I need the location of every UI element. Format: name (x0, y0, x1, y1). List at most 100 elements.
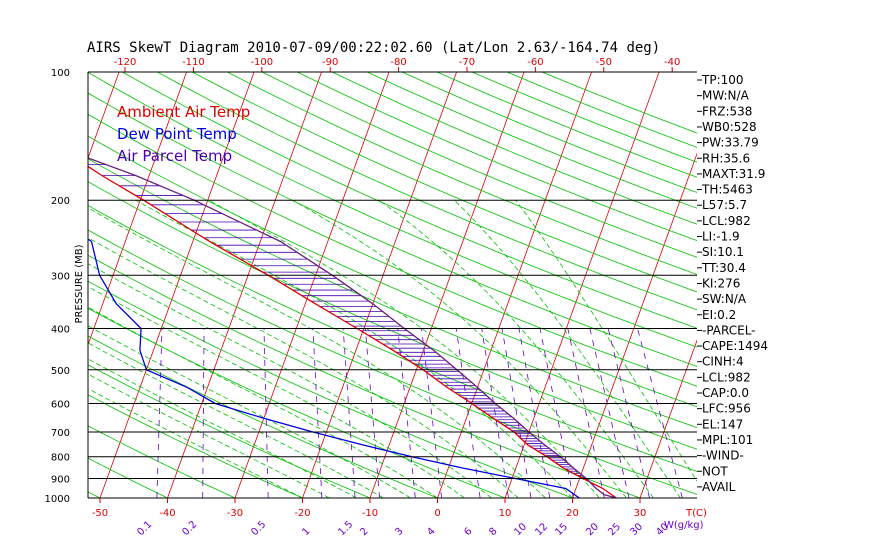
index-value: LCL:982 (702, 214, 751, 228)
index-value: PW:33.79 (702, 136, 759, 150)
mixing-ratio-label: 10 (512, 521, 529, 538)
dry-adiabat-line (88, 364, 371, 498)
index-value: FRZ:538 (702, 104, 752, 118)
top-tick-label: -60 (527, 57, 543, 68)
isotherm-line (369, 72, 525, 498)
index-value: MAXT:31.9 (702, 167, 765, 181)
isotherm-line (99, 72, 255, 498)
index-value: KI:276 (702, 276, 740, 290)
pressure-tick-label: 400 (51, 324, 70, 335)
parcel-temp-line (88, 157, 617, 498)
index-value: RH:35.6 (702, 151, 750, 165)
isotherm-line (88, 72, 120, 160)
isotherm-line (775, 72, 870, 498)
x-axis-label: T(C) (685, 508, 707, 519)
pressure-tick-label: 500 (51, 366, 70, 377)
dry-adiabat-line (88, 254, 641, 498)
index-value: EI:0.2 (702, 308, 736, 322)
dry-adiabat-line (88, 135, 697, 408)
x-tick-label: 0 (434, 508, 440, 519)
mixing-ratio-label: 8 (487, 526, 499, 538)
x-tick-label: 10 (499, 508, 512, 519)
dry-adiabat-line (192, 72, 697, 293)
moist-adiabat-line (88, 306, 438, 498)
index-value: SW:N/A (702, 292, 747, 306)
index-value: LI:-1.9 (702, 230, 740, 244)
mixing-ratio-line (397, 328, 416, 498)
x-tick-label: -50 (92, 508, 108, 519)
mixing-ratio-label: 25 (606, 521, 623, 538)
dry-adiabat-line (88, 72, 697, 348)
top-tick-label: -40 (664, 57, 680, 68)
index-value: EL:147 (702, 417, 743, 431)
mixing-ratio-line (607, 328, 650, 498)
dry-adiabat-line (262, 72, 697, 258)
index-value: CAPE:1494 (702, 339, 768, 353)
chart-title: AIRS SkewT Diagram 2010-07-09/00:22:02.6… (87, 40, 660, 56)
moist-adiabat-line (88, 237, 519, 498)
mixing-ratio-label: 0.5 (249, 519, 268, 538)
top-tick-label: -110 (182, 57, 205, 68)
isotherm-line (437, 72, 592, 498)
top-tick-label: -50 (596, 57, 612, 68)
mixing-ratio-label: 20 (584, 521, 601, 538)
mixing-ratio-line (421, 328, 443, 498)
index-value: TH:5463 (701, 183, 753, 197)
x-tick-label: 20 (566, 508, 579, 519)
dry-adiabat-line (366, 72, 697, 209)
mixing-ratio-label: 1.5 (336, 519, 355, 538)
mixing-ratio-line (342, 328, 356, 498)
isotherm-line (639, 339, 697, 498)
isotherm-line (88, 72, 187, 346)
moist-adiabat-line (378, 199, 654, 498)
x-tick-label: 30 (634, 508, 647, 519)
index-value: SI:10.1 (702, 245, 744, 259)
x-tick-label: -20 (294, 508, 310, 519)
mixing-ratio-label: 2 (358, 526, 370, 538)
index-value: LFC:956 (702, 402, 751, 416)
isotherm-line (302, 72, 457, 498)
pressure-tick-label: 800 (51, 453, 70, 464)
index-value: LCL:982 (702, 370, 751, 384)
dry-adiabat-line (88, 204, 697, 472)
pressure-tick-label: 900 (51, 475, 70, 486)
mixing-ratio-line (364, 328, 380, 498)
dry-adiabat-line (506, 72, 697, 148)
dry-adiabat-line (297, 72, 697, 242)
mixing-ratio-label: 0.2 (180, 519, 199, 538)
dry-adiabat-line (88, 92, 697, 367)
pressure-tick-label: 1000 (45, 494, 70, 505)
index-value: CINH:4 (702, 355, 744, 369)
pressure-tick-label: 600 (51, 399, 70, 410)
moist-adiabat-line (135, 199, 573, 498)
dry-adiabat-line (88, 158, 697, 429)
legend-entry: Air Parcel Temp (117, 147, 232, 165)
mixing-ratio-line (501, 328, 532, 498)
x-tick-label: -10 (362, 508, 378, 519)
x-tick-label: -40 (159, 508, 175, 519)
index-value: -PARCEL- (702, 323, 756, 337)
index-value: WB0:528 (702, 120, 757, 134)
index-value: MPL:101 (702, 433, 753, 447)
index-value: CAP:0.0 (702, 386, 749, 400)
top-tick-label: -80 (390, 57, 406, 68)
index-value: MW:N/A (702, 89, 750, 103)
dry-adiabat-line (122, 72, 697, 329)
dry-adiabat-line (88, 307, 506, 498)
mixing-ratio-line (637, 328, 683, 498)
legend-entry: Ambient Air Temp (117, 103, 250, 121)
isotherm-line (0, 72, 52, 498)
mixing-ratio-label: 30 (628, 521, 645, 538)
index-value: TP:100 (701, 73, 744, 87)
moist-adiabat-line (88, 207, 546, 498)
legend-entry: Dew Point Temp (117, 125, 237, 143)
isotherm-line (504, 72, 660, 498)
mixing-ratio-label: 1 (300, 526, 312, 538)
dry-adiabat-line (157, 72, 697, 311)
pressure-tick-label: 100 (51, 68, 70, 79)
dry-adiabat-line (88, 280, 573, 498)
mixing-ratio-line (263, 328, 269, 498)
mixing-ratio-line (567, 328, 605, 498)
mixing-ratio-line (518, 328, 551, 498)
mixing-ratio-label: 15 (553, 521, 570, 538)
